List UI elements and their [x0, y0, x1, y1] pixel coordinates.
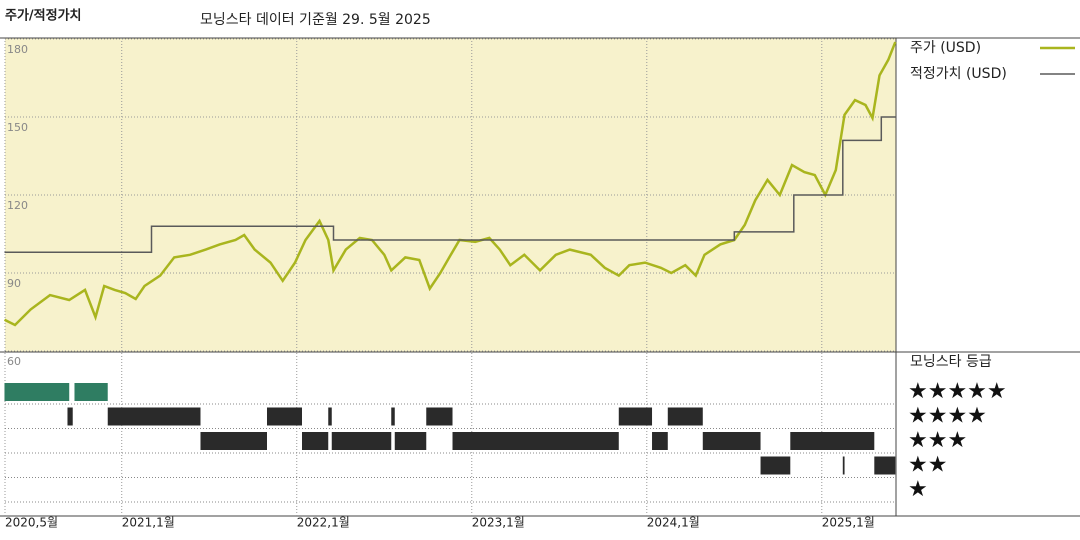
- plot-background: [5, 38, 896, 352]
- y-tick-label: 90: [7, 277, 21, 290]
- rating-title: 모닝스타 등급: [910, 354, 992, 370]
- rating-bar: [74, 383, 108, 401]
- rating-bar: [4, 383, 70, 401]
- legend-label: 적정가치 (USD): [910, 66, 1007, 82]
- y-tick-label: 60: [7, 355, 21, 368]
- rating-bar: [452, 432, 619, 450]
- rating-level-label: ★: [908, 477, 928, 502]
- chart-subtitle: 모닝스타 데이터 기준월 29. 5월 2025: [200, 12, 431, 28]
- rating-bar: [67, 407, 73, 426]
- x-tick-label: 2022,1월: [297, 516, 350, 530]
- fair-value-line: [4, 116, 896, 253]
- rating-bar: [652, 432, 668, 450]
- rating-bar: [426, 407, 453, 426]
- y-tick-label: 180: [7, 43, 28, 56]
- rating-bar: [702, 432, 761, 450]
- rating-bar: [391, 407, 395, 426]
- rating-level-label: ★★★: [908, 428, 967, 453]
- x-tick-label: 2020,5월: [5, 516, 58, 530]
- y-tick-label: 150: [7, 121, 28, 134]
- rating-bar: [790, 432, 875, 450]
- rating-bar: [874, 456, 896, 475]
- x-tick-label: 2023,1월: [472, 516, 525, 530]
- rating-bar: [328, 407, 332, 426]
- rating-level-label: ★★★★: [908, 404, 987, 429]
- rating-bar: [302, 432, 329, 450]
- rating-level-label: ★★★★★: [908, 379, 1007, 404]
- x-tick-label: 2025,1월: [822, 516, 875, 530]
- legend-label: 주가 (USD): [910, 40, 981, 56]
- rating-bar: [618, 407, 653, 426]
- rating-bar: [331, 432, 392, 450]
- price-line: [3, 41, 897, 327]
- rating-bar: [107, 407, 201, 426]
- x-tick-label: 2024,1월: [647, 516, 700, 530]
- chart-title: 주가/적정가치: [5, 8, 82, 24]
- x-tick-label: 2021,1월: [122, 516, 175, 530]
- rating-bar: [266, 407, 302, 426]
- rating-bar: [667, 407, 703, 426]
- rating-bar: [200, 432, 267, 450]
- rating-bar: [394, 432, 427, 450]
- rating-bar: [842, 456, 845, 475]
- rating-bar: [760, 456, 791, 475]
- y-tick-label: 120: [7, 199, 28, 212]
- rating-level-label: ★★: [908, 453, 947, 478]
